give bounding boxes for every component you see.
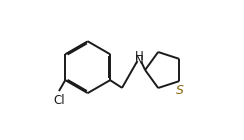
Text: H: H [135,50,144,63]
Text: Cl: Cl [53,94,65,107]
Text: N: N [135,54,144,67]
Text: S: S [176,84,184,97]
